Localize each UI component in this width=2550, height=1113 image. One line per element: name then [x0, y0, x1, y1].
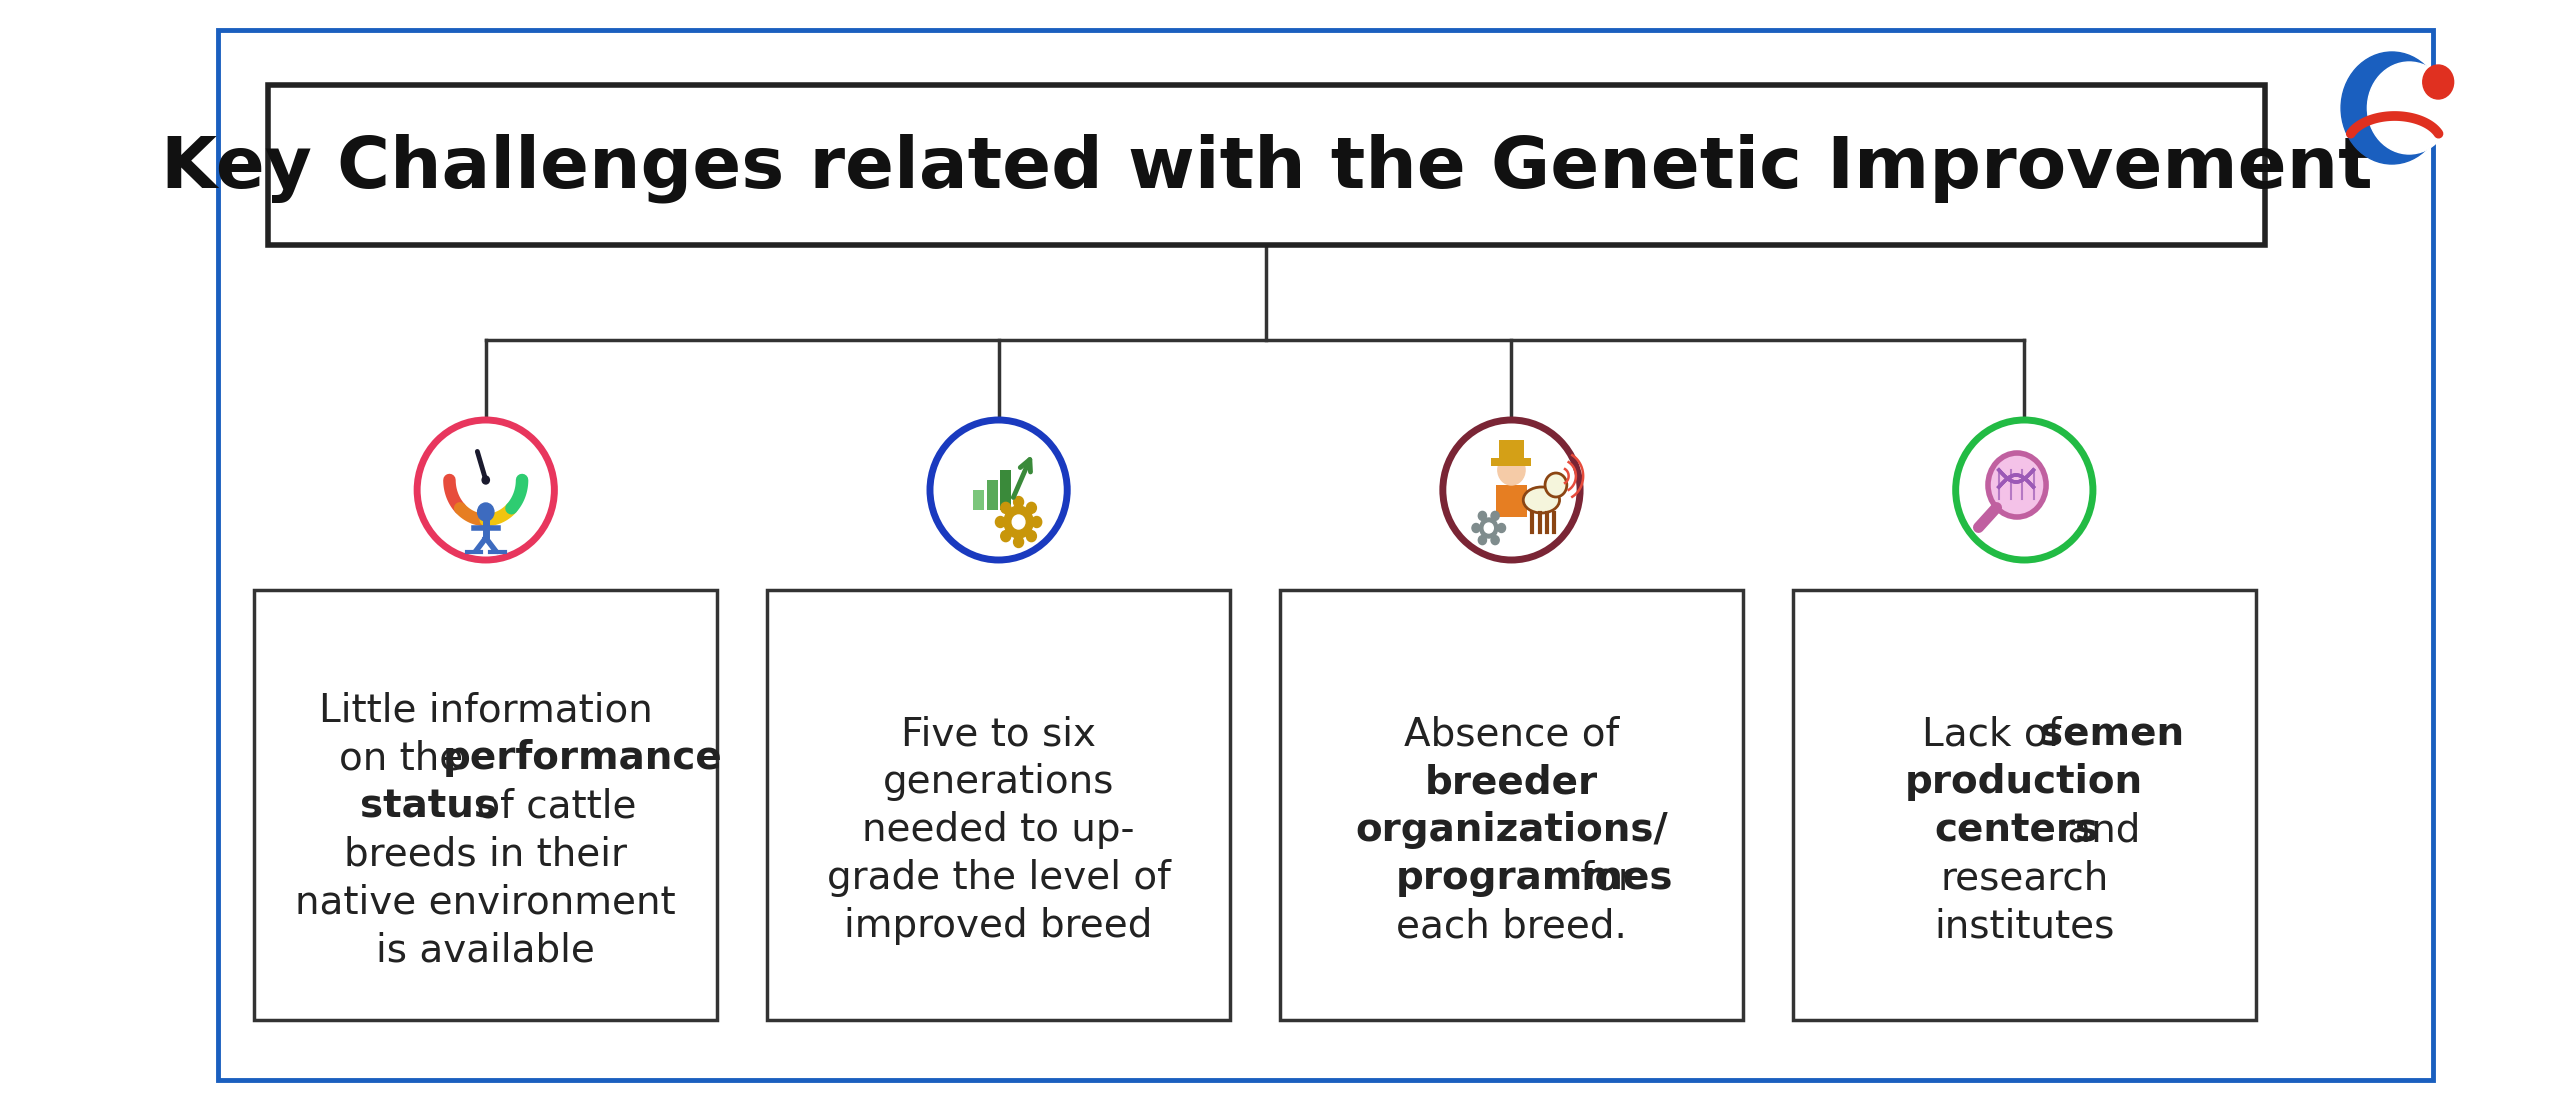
Text: programmes: programmes — [1395, 859, 1673, 897]
Text: status: status — [360, 787, 497, 825]
Text: institutes: institutes — [1933, 907, 2114, 945]
Circle shape — [1492, 511, 1499, 521]
Circle shape — [1471, 523, 1479, 532]
Text: production: production — [1905, 764, 2145, 801]
Text: Lack of: Lack of — [1923, 715, 2073, 754]
Text: breeds in their: breeds in their — [344, 835, 627, 873]
FancyBboxPatch shape — [987, 480, 997, 510]
Circle shape — [1012, 496, 1023, 508]
Text: and: and — [2055, 811, 2139, 849]
Circle shape — [2341, 52, 2443, 164]
Text: improved breed: improved breed — [844, 907, 1153, 945]
Text: is available: is available — [377, 930, 594, 969]
Circle shape — [1000, 502, 1010, 513]
Ellipse shape — [1443, 420, 1581, 560]
Text: of cattle: of cattle — [464, 787, 638, 825]
Text: grade the level of: grade the level of — [826, 859, 1170, 897]
Text: needed to up-: needed to up- — [862, 811, 1135, 849]
Circle shape — [1012, 515, 1025, 529]
Text: performance: performance — [441, 739, 722, 777]
FancyBboxPatch shape — [1499, 440, 1525, 460]
FancyBboxPatch shape — [768, 590, 1229, 1020]
FancyBboxPatch shape — [255, 590, 717, 1020]
Circle shape — [477, 503, 495, 521]
Text: native environment: native environment — [296, 883, 676, 920]
Circle shape — [1000, 531, 1010, 542]
FancyBboxPatch shape — [1497, 485, 1527, 518]
Circle shape — [2366, 62, 2451, 154]
Text: on the: on the — [339, 739, 477, 777]
Text: Five to six: Five to six — [900, 715, 1096, 754]
Circle shape — [1497, 523, 1504, 532]
Circle shape — [994, 516, 1005, 528]
Text: breeder: breeder — [1425, 764, 1599, 801]
Ellipse shape — [931, 420, 1068, 560]
Circle shape — [2422, 65, 2453, 99]
Circle shape — [1989, 453, 2045, 518]
Circle shape — [1033, 516, 1043, 528]
Circle shape — [1479, 511, 1487, 521]
Circle shape — [1028, 531, 1035, 542]
Circle shape — [1028, 502, 1035, 513]
Ellipse shape — [1956, 420, 2094, 560]
Text: Absence of: Absence of — [1405, 715, 1619, 754]
Text: generations: generations — [882, 764, 1114, 801]
Circle shape — [1492, 535, 1499, 544]
Text: Key Challenges related with the Genetic Improvement: Key Challenges related with the Genetic … — [161, 134, 2372, 203]
FancyBboxPatch shape — [268, 85, 2264, 245]
Circle shape — [1005, 506, 1033, 538]
Text: research: research — [1941, 859, 2109, 897]
FancyBboxPatch shape — [1280, 590, 1742, 1020]
Ellipse shape — [1522, 487, 1561, 513]
Text: each breed.: each breed. — [1395, 907, 1627, 945]
Circle shape — [1497, 455, 1525, 485]
Circle shape — [1484, 523, 1494, 533]
Circle shape — [1545, 473, 1566, 498]
FancyBboxPatch shape — [1000, 470, 1012, 510]
Text: semen: semen — [2040, 715, 2185, 754]
Text: organizations/: organizations/ — [1354, 811, 1668, 849]
Text: Little information: Little information — [319, 691, 653, 729]
Circle shape — [1479, 518, 1497, 538]
Circle shape — [482, 476, 490, 484]
Text: for: for — [1568, 859, 1635, 897]
Text: centers: centers — [1935, 811, 2099, 849]
Circle shape — [1012, 536, 1023, 548]
FancyBboxPatch shape — [974, 490, 984, 510]
Circle shape — [1479, 535, 1487, 544]
FancyBboxPatch shape — [1793, 590, 2257, 1020]
FancyBboxPatch shape — [1492, 459, 1533, 466]
Ellipse shape — [418, 420, 553, 560]
